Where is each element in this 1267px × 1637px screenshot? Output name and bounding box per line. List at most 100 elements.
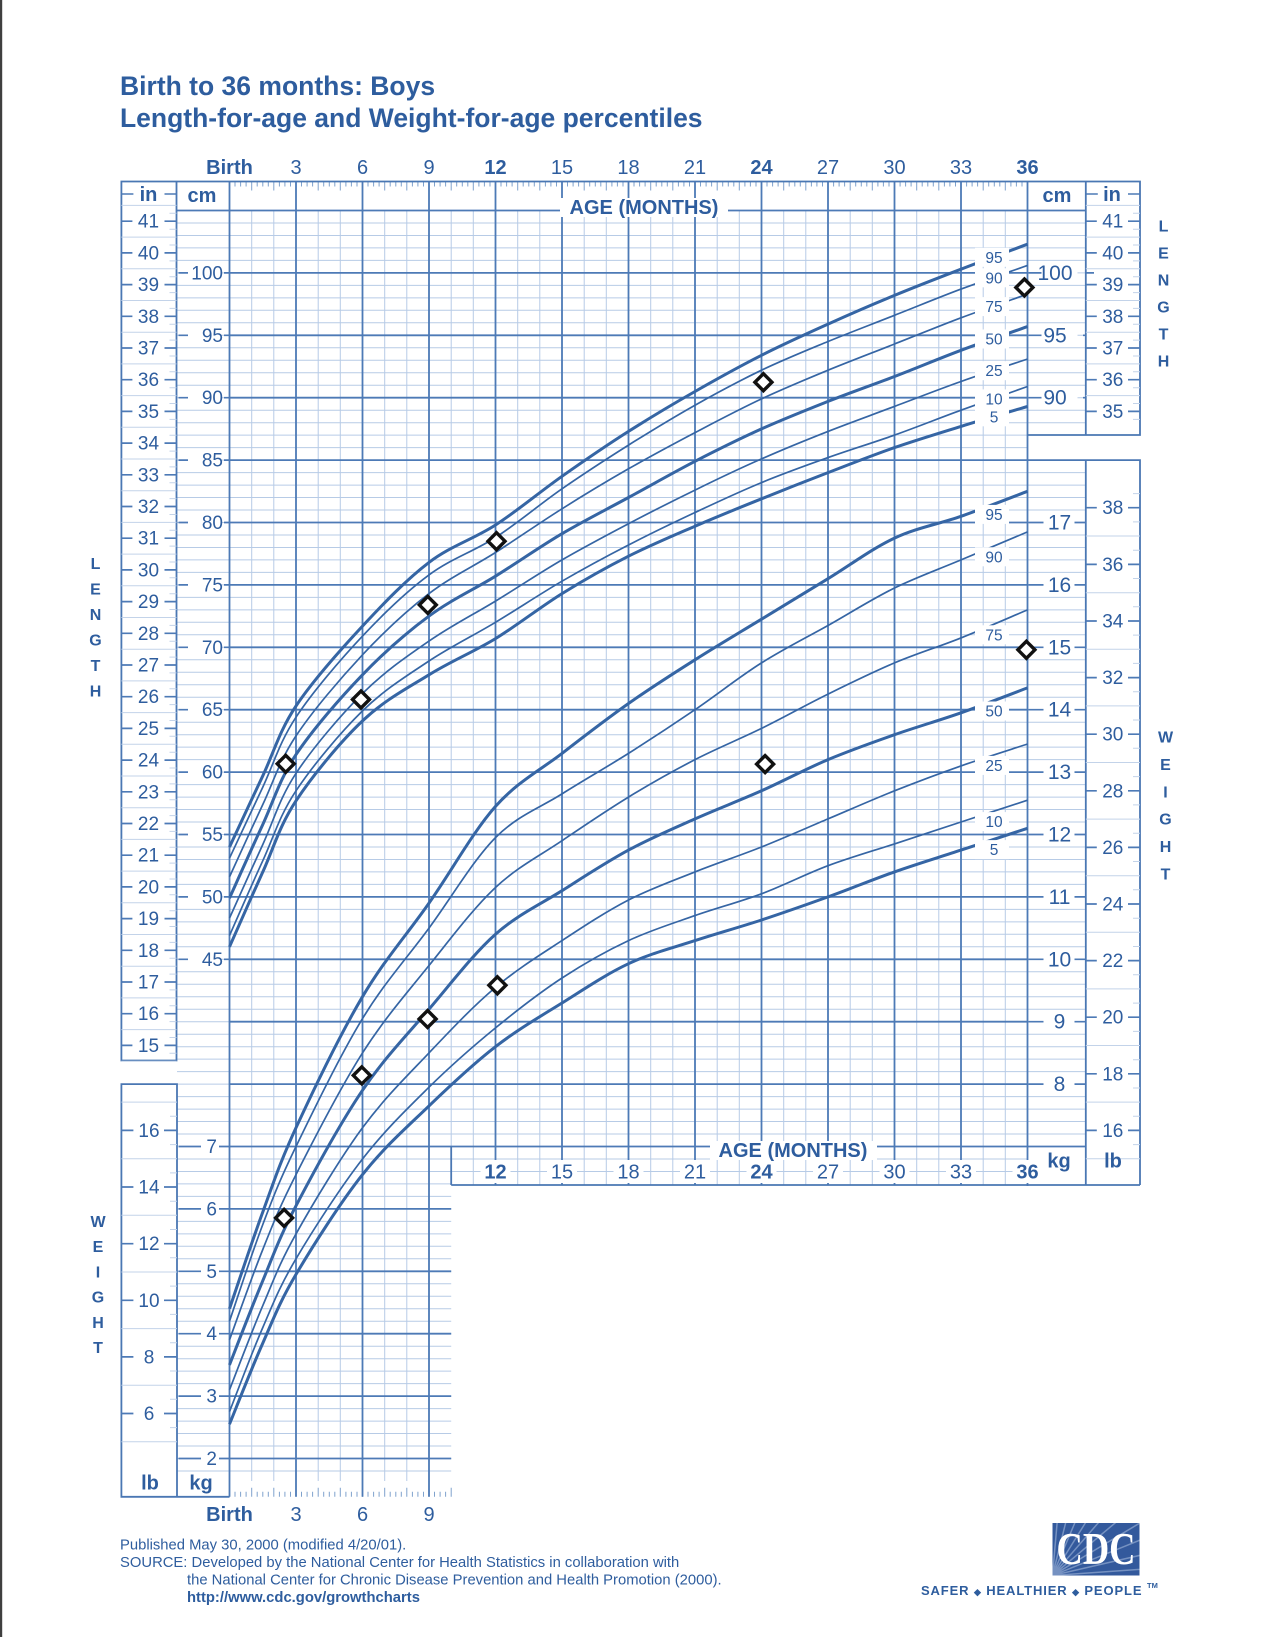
svg-text:15: 15 (1048, 636, 1071, 659)
svg-text:18: 18 (1102, 1064, 1123, 1085)
svg-text:T: T (91, 658, 101, 675)
svg-text:cm: cm (188, 185, 217, 207)
svg-text:27: 27 (138, 656, 159, 677)
svg-text:6: 6 (206, 1199, 217, 1220)
svg-text:AGE (MONTHS): AGE (MONTHS) (719, 1140, 868, 1162)
svg-text:38: 38 (1102, 498, 1123, 519)
svg-text:35: 35 (138, 402, 159, 423)
svg-text:95: 95 (985, 250, 1002, 267)
svg-text:cm: cm (1043, 185, 1072, 207)
svg-text:90: 90 (985, 270, 1003, 287)
svg-text:35: 35 (1102, 402, 1123, 423)
svg-text:Birth to 36 months: Boys: Birth to 36 months: Boys (120, 71, 435, 101)
svg-text:8: 8 (144, 1347, 155, 1368)
svg-text:21: 21 (684, 157, 706, 179)
svg-text:85: 85 (202, 451, 223, 472)
svg-text:39: 39 (1102, 275, 1123, 296)
svg-text:11: 11 (1049, 886, 1071, 909)
svg-text:33: 33 (950, 1162, 972, 1184)
svg-text:20: 20 (1102, 1008, 1123, 1029)
svg-text:21: 21 (138, 846, 159, 867)
svg-text:30: 30 (883, 1162, 905, 1184)
svg-text:37: 37 (138, 339, 159, 360)
svg-text:17: 17 (1048, 512, 1071, 535)
svg-text:55: 55 (202, 825, 223, 846)
svg-text:45: 45 (202, 950, 223, 971)
svg-text:3: 3 (206, 1387, 217, 1408)
svg-text:10: 10 (138, 1291, 159, 1312)
svg-text:10: 10 (985, 391, 1003, 408)
svg-text:9: 9 (423, 1504, 434, 1526)
svg-text:10: 10 (1048, 948, 1071, 971)
svg-text:lb: lb (141, 1473, 159, 1495)
svg-text:L: L (1159, 219, 1169, 236)
svg-text:13: 13 (1048, 761, 1071, 784)
svg-text:http://www.cdc.gov/growthchart: http://www.cdc.gov/growthcharts (187, 1590, 420, 1606)
svg-text:10: 10 (985, 814, 1003, 831)
svg-text:12: 12 (1048, 824, 1071, 847)
svg-text:36: 36 (1102, 370, 1123, 391)
svg-text:18: 18 (138, 941, 159, 962)
svg-text:40: 40 (138, 243, 159, 264)
svg-text:15: 15 (551, 157, 573, 179)
svg-text:34: 34 (1102, 612, 1124, 633)
svg-text:33: 33 (950, 157, 972, 179)
svg-text:lb: lb (1104, 1151, 1122, 1173)
svg-text:25: 25 (985, 363, 1002, 380)
svg-text:30: 30 (883, 157, 905, 179)
svg-text:41: 41 (138, 212, 159, 233)
svg-text:36: 36 (1016, 157, 1038, 179)
svg-text:12: 12 (484, 157, 506, 179)
svg-text:95: 95 (202, 326, 223, 347)
svg-text:4: 4 (206, 1324, 217, 1345)
svg-text:75: 75 (985, 299, 1002, 316)
svg-text:9: 9 (423, 157, 434, 179)
svg-text:AGE (MONTHS): AGE (MONTHS) (570, 197, 719, 219)
svg-text:90: 90 (985, 549, 1003, 566)
svg-text:in: in (140, 184, 158, 206)
svg-text:W: W (1158, 730, 1174, 747)
svg-text:32: 32 (138, 497, 159, 518)
svg-text:kg: kg (1047, 1151, 1070, 1173)
svg-text:5: 5 (206, 1262, 217, 1283)
svg-text:24: 24 (750, 1162, 773, 1184)
svg-text:kg: kg (189, 1473, 212, 1495)
svg-text:37: 37 (1102, 339, 1123, 360)
svg-text:75: 75 (985, 627, 1002, 644)
svg-text:N: N (90, 607, 102, 624)
svg-text:60: 60 (202, 763, 223, 784)
svg-text:90: 90 (1043, 387, 1066, 410)
svg-text:T: T (1161, 867, 1171, 884)
svg-text:40: 40 (1102, 243, 1123, 264)
svg-text:22: 22 (138, 814, 159, 835)
svg-text:G: G (92, 1290, 104, 1307)
svg-text:75: 75 (202, 575, 223, 596)
svg-text:in: in (1103, 184, 1121, 206)
svg-text:6: 6 (357, 157, 368, 179)
svg-text:28: 28 (1102, 781, 1123, 802)
svg-text:N: N (1158, 273, 1170, 290)
svg-text:8: 8 (1054, 1073, 1066, 1096)
svg-text:30: 30 (138, 560, 159, 581)
svg-text:21: 21 (684, 1162, 706, 1184)
svg-text:31: 31 (138, 529, 159, 550)
svg-text:23: 23 (138, 782, 159, 803)
svg-text:5: 5 (990, 842, 999, 859)
svg-text:25: 25 (138, 719, 159, 740)
svg-text:38: 38 (138, 307, 159, 328)
svg-text:25: 25 (985, 758, 1002, 775)
svg-text:26: 26 (138, 687, 159, 708)
svg-text:36: 36 (1016, 1162, 1038, 1184)
svg-text:E: E (90, 582, 101, 599)
svg-text:W: W (90, 1214, 106, 1231)
svg-text:E: E (93, 1239, 104, 1256)
svg-text:T: T (1159, 327, 1169, 344)
svg-text:Birth: Birth (206, 157, 253, 179)
svg-text:14: 14 (138, 1178, 160, 1199)
svg-text:18: 18 (617, 1162, 639, 1184)
svg-text:95: 95 (985, 507, 1002, 524)
svg-text:22: 22 (1102, 951, 1123, 972)
svg-text:I: I (96, 1264, 100, 1281)
svg-text:32: 32 (1102, 668, 1123, 689)
svg-text:38: 38 (1102, 307, 1123, 328)
